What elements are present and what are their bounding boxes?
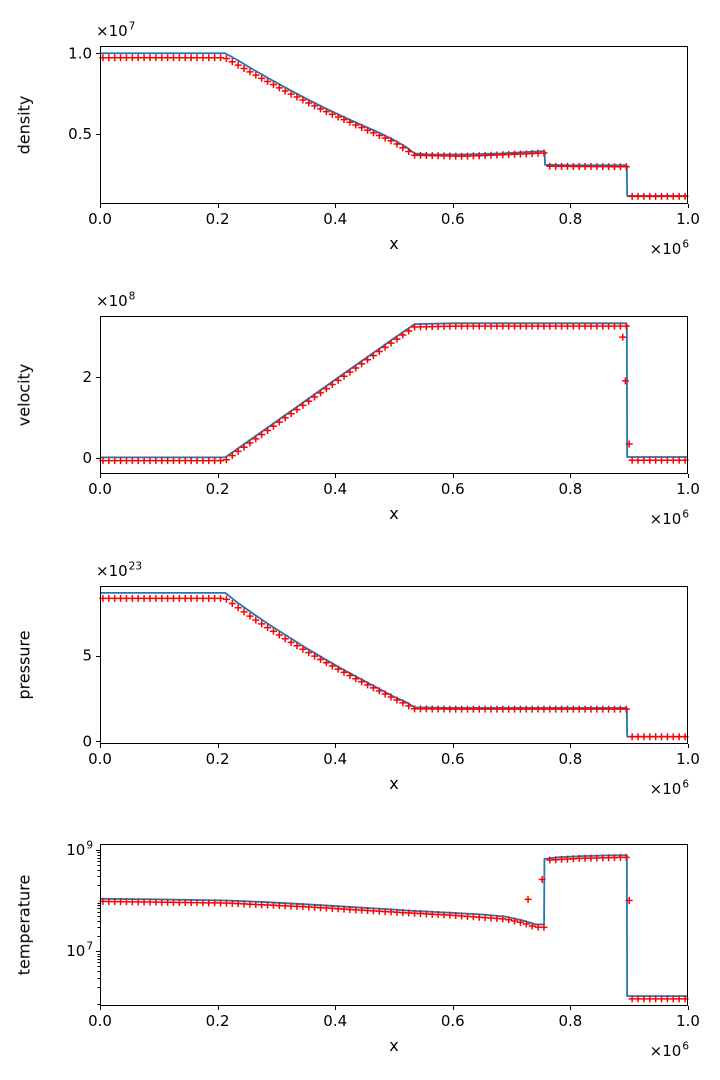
velocity-y-axis-label: velocity [14,363,34,427]
pressure-x-axis-label: x [389,774,399,793]
density-x-axis-label: x [389,234,399,253]
temperature-y-axis-label: temperature [14,874,34,976]
velocity-plot-canvas [0,270,720,540]
velocity-x-axis-label: x [389,504,399,523]
subplot-pressure: pressure x [0,540,720,810]
subplot-density: density x [0,0,720,270]
pressure-plot-canvas [0,540,720,810]
pressure-y-axis-label: pressure [14,630,34,700]
density-plot-canvas [0,0,720,270]
subplot-temperature: temperature x [0,810,720,1080]
temperature-x-axis-label: x [389,1036,399,1055]
subplot-velocity: velocity x [0,270,720,540]
density-y-axis-label: density [14,95,34,155]
temperature-plot-canvas [0,810,720,1080]
